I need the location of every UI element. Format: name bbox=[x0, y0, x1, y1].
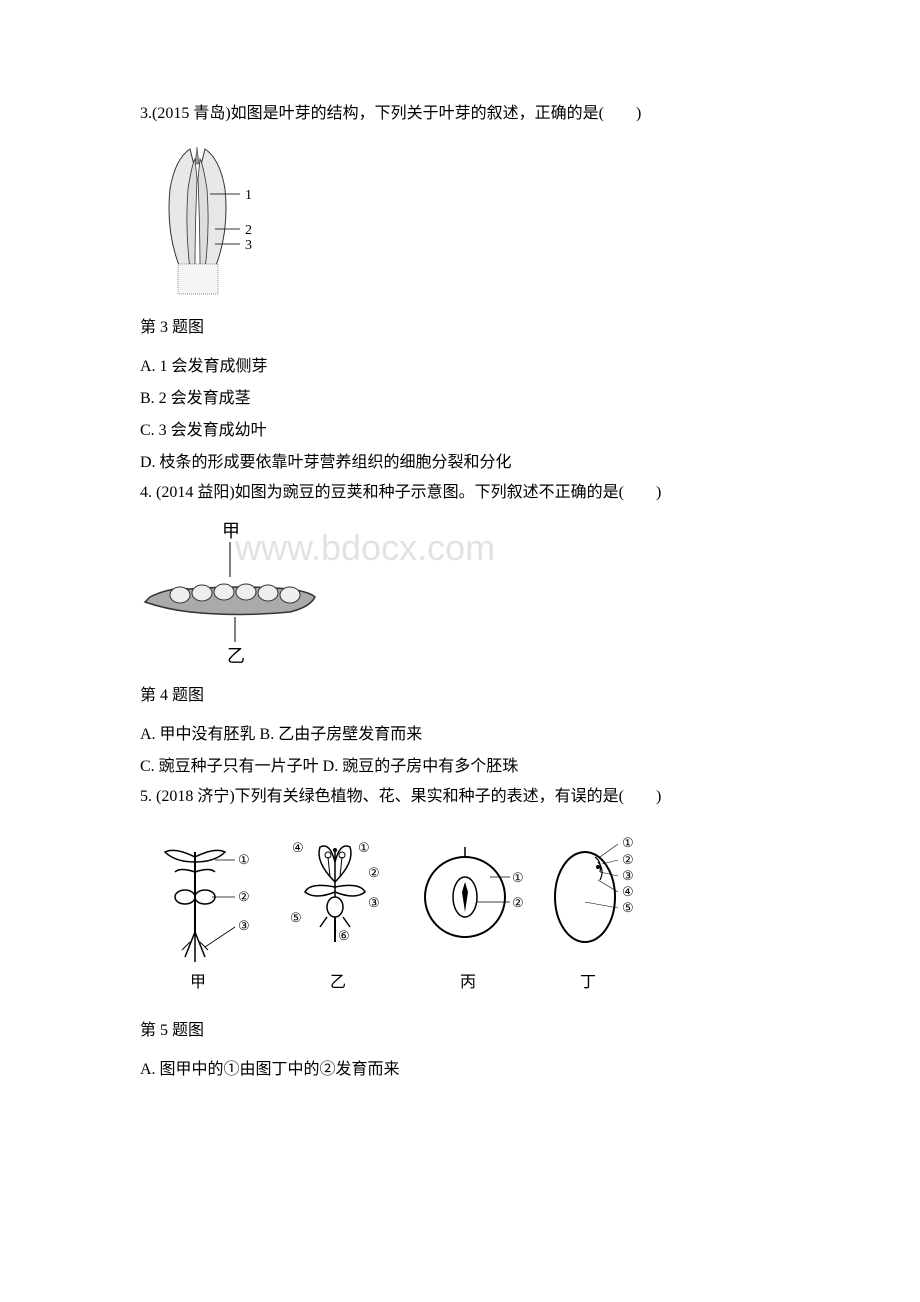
svg-text:乙: 乙 bbox=[330, 974, 346, 991]
svg-text:③: ③ bbox=[238, 918, 250, 933]
svg-text:⑥: ⑥ bbox=[338, 928, 350, 943]
pod-label-top: 甲 bbox=[222, 521, 240, 541]
subfig-jia: ① ② ③ 甲 bbox=[165, 850, 250, 991]
question-5-figure: ① ② ③ 甲 bbox=[140, 822, 780, 1007]
svg-text:⑤: ⑤ bbox=[622, 900, 634, 915]
question-3-text: 3.(2015 青岛)如图是叶芽的结构，下列关于叶芽的叙述，正确的是( ) bbox=[140, 100, 780, 129]
svg-text:②: ② bbox=[238, 889, 250, 904]
question-4-options-cd: C. 豌豆种子只有一片子叶 D. 豌豆的子房中有多个胚珠 bbox=[140, 751, 780, 783]
subfig-ding: ① ② ③ ④ ⑤ 丁 bbox=[555, 835, 634, 991]
svg-text:③: ③ bbox=[622, 868, 634, 883]
page-content: 3.(2015 青岛)如图是叶芽的结构，下列关于叶芽的叙述，正确的是( ) 1 … bbox=[140, 100, 780, 1086]
question-5-text: 5. (2018 济宁)下列有关绿色植物、花、果实和种子的表述，有误的是( ) bbox=[140, 783, 780, 812]
svg-text:②: ② bbox=[368, 865, 380, 880]
svg-text:丙: 丙 bbox=[460, 974, 476, 991]
subfig-yi: ① ② ③ ④ ⑤ ⑥ 乙 bbox=[290, 840, 380, 991]
svg-text:④: ④ bbox=[622, 884, 634, 899]
question-4-figure-caption: 第 4 题图 bbox=[140, 682, 780, 711]
svg-text:①: ① bbox=[622, 835, 634, 850]
question-5-figure-caption: 第 5 题图 bbox=[140, 1017, 780, 1046]
plant-structures-diagram: ① ② ③ 甲 bbox=[140, 822, 640, 1002]
svg-text:①: ① bbox=[512, 870, 524, 885]
question-3-option-c: C. 3 会发育成幼叶 bbox=[140, 415, 780, 447]
question-4-figure: www.bdocx.com 甲 乙 bbox=[140, 517, 780, 672]
question-4-options-ab: A. 甲中没有胚乳 B. 乙由子房壁发育而来 bbox=[140, 719, 780, 751]
question-3-option-d: D. 枝条的形成要依靠叶芽营养组织的细胞分裂和分化 bbox=[140, 447, 780, 479]
question-3-option-b: B. 2 会发育成茎 bbox=[140, 383, 780, 415]
svg-text:④: ④ bbox=[292, 840, 304, 855]
question-3-figure-caption: 第 3 题图 bbox=[140, 314, 780, 343]
question-5-option-a: A. 图甲中的①由图丁中的②发育而来 bbox=[140, 1054, 780, 1086]
svg-text:②: ② bbox=[512, 895, 524, 910]
svg-text:甲: 甲 bbox=[190, 974, 206, 991]
svg-text:丁: 丁 bbox=[580, 974, 596, 991]
leaf-bud-diagram: 1 2 3 bbox=[140, 139, 270, 299]
bud-label-2: 2 bbox=[245, 223, 252, 238]
svg-text:①: ① bbox=[358, 840, 370, 855]
pod-label-bottom: 乙 bbox=[227, 646, 245, 666]
subfig-bing: ① ② 丙 bbox=[425, 847, 524, 991]
bud-label-1: 1 bbox=[245, 188, 252, 203]
pea-pod-diagram: 甲 乙 bbox=[140, 517, 660, 667]
bud-label-3: 3 bbox=[245, 238, 252, 253]
question-4-text: 4. (2014 益阳)如图为豌豆的豆荚和种子示意图。下列叙述不正确的是( ) bbox=[140, 479, 780, 508]
question-3-option-a: A. 1 会发育成侧芽 bbox=[140, 351, 780, 383]
svg-text:①: ① bbox=[238, 852, 250, 867]
svg-text:③: ③ bbox=[368, 895, 380, 910]
question-3-figure: 1 2 3 bbox=[140, 139, 780, 304]
svg-text:②: ② bbox=[622, 852, 634, 867]
svg-text:⑤: ⑤ bbox=[290, 910, 302, 925]
